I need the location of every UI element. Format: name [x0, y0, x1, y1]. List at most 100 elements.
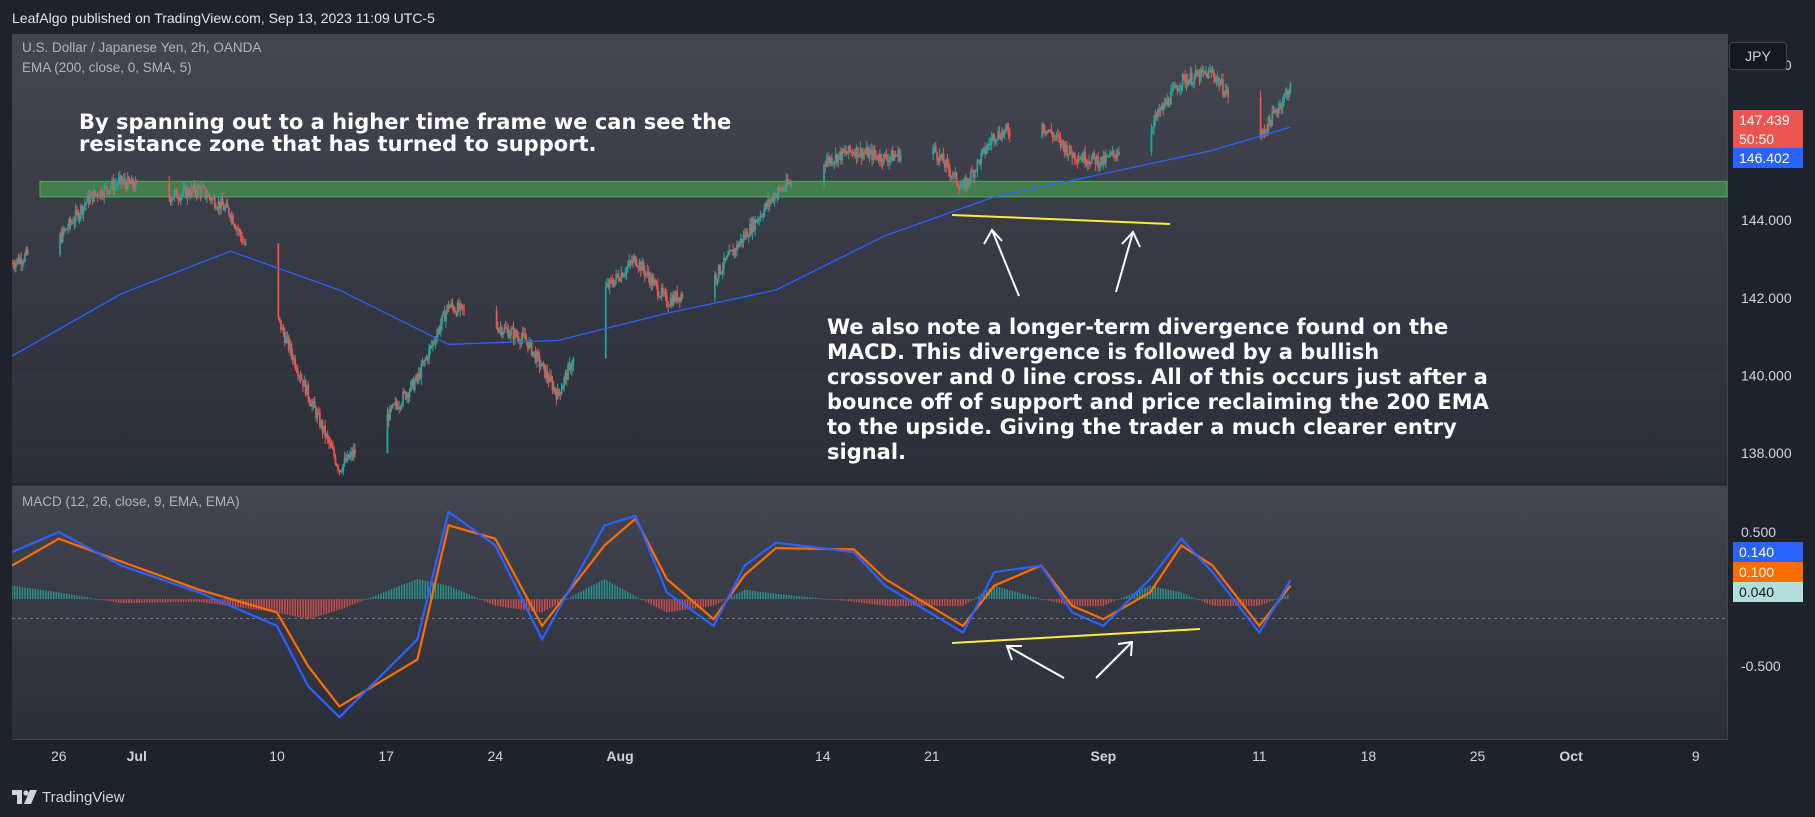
price-candle [77, 211, 80, 220]
macd-histogram-bar [1183, 593, 1185, 600]
time-tick-label: 24 [488, 748, 504, 764]
price-candle [407, 393, 410, 398]
price-candle [85, 202, 87, 205]
macd-histogram-bar [884, 599, 886, 606]
macd-histogram-bar [117, 599, 120, 603]
macd-histogram-bar [1152, 586, 1154, 600]
price-candle [1277, 107, 1280, 114]
symbol-legend[interactable]: U.S. Dollar / Japanese Yen, 2h, OANDA [22, 40, 262, 55]
price-candle [68, 219, 71, 229]
price-candle [500, 327, 503, 335]
time-tick-label: 10 [269, 748, 285, 764]
arrow-macd-left[interactable] [1005, 645, 1065, 679]
price-candle [617, 275, 620, 281]
price-candle [647, 271, 650, 278]
price-candle [94, 190, 97, 195]
price-candle [849, 145, 851, 152]
macd-divergence-trendline[interactable] [951, 628, 1201, 644]
macd-histogram-bar [619, 587, 621, 600]
price-candle [308, 398, 311, 404]
macd-histogram-bar [736, 593, 738, 600]
price-candle [411, 379, 414, 383]
macd-histogram-bar [1001, 587, 1003, 600]
price-candle [113, 184, 116, 191]
price-candle [620, 272, 623, 282]
price-candle [990, 137, 993, 144]
macd-legend[interactable]: MACD (12, 26, close, 9, EMA, EMA) [22, 494, 240, 509]
macd-histogram-bar [868, 599, 871, 604]
price-candle [521, 332, 524, 339]
tradingview-footer[interactable]: TradingView [12, 786, 125, 808]
macd-histogram-bar [421, 580, 424, 600]
macd-histogram-bar [824, 598, 827, 600]
price-candle [651, 276, 654, 286]
macd-histogram-bar [68, 594, 70, 600]
currency-button[interactable]: JPY [1729, 42, 1787, 70]
price-candle [823, 164, 825, 183]
price-candle [1068, 145, 1071, 154]
annotation-line: to the upside. Giving the trader a much … [827, 415, 1457, 439]
arrow-price-left[interactable] [983, 228, 1020, 297]
price-candle [320, 421, 323, 427]
price-candle [523, 332, 525, 336]
macd-histogram-bar [996, 586, 998, 600]
price-candle [242, 241, 245, 243]
price-candle [763, 209, 766, 217]
price-candle [17, 258, 20, 264]
price-candle [92, 190, 95, 202]
macd-histogram-bar [733, 595, 736, 600]
price-candle [341, 471, 343, 473]
price-candle [124, 178, 126, 184]
arrow-macd-right[interactable] [1095, 640, 1134, 679]
price-candle [780, 188, 783, 191]
chart-canvas[interactable]: 148.000146.000144.000142.000140.000138.0… [12, 34, 1803, 790]
macd-histogram-bar [536, 599, 538, 612]
price-candle [959, 187, 962, 190]
price-candle [460, 303, 463, 306]
price-pane-bg [12, 34, 1727, 484]
price-candle [404, 391, 407, 399]
price-candle [758, 219, 760, 221]
price-candle [1097, 156, 1100, 168]
macd-histogram-bar [466, 593, 468, 600]
price-candle [1284, 92, 1287, 95]
price-candle [86, 195, 89, 203]
price-candle [1045, 131, 1048, 134]
price-candle [669, 298, 672, 306]
price-candle [324, 425, 327, 438]
annotation-support-note[interactable]: By spanning out to a higher time frame w… [79, 110, 731, 157]
macd-histogram-bar [699, 599, 702, 608]
price-candle [222, 205, 225, 211]
macd-histogram-bar [546, 599, 548, 610]
price-candle [192, 184, 195, 190]
macd-histogram-bar [1019, 593, 1021, 600]
price-support-trendline[interactable] [951, 214, 1171, 225]
macd-histogram-bar [707, 599, 710, 607]
macd-histogram-bar [931, 599, 933, 606]
macd-histogram-bar [998, 587, 1001, 600]
arrow-price-right[interactable] [1115, 230, 1141, 293]
macd-histogram-bar [1219, 599, 1221, 606]
chart-area[interactable]: 148.000146.000144.000142.000140.000138.0… [12, 34, 1803, 790]
macd-histogram-bar [629, 593, 632, 600]
price-candle [72, 222, 74, 224]
macd-histogram-bar [642, 599, 645, 601]
macd-histogram-bar [920, 599, 923, 606]
annotation-divergence-note[interactable]: We also note a longer-term divergence fo… [827, 315, 1489, 465]
price-candle [416, 375, 419, 380]
macd-histogram-bar [437, 583, 439, 600]
price-candle [1094, 156, 1097, 165]
macd-pane-bg [12, 485, 1727, 740]
price-candle [725, 256, 728, 260]
price-candle [1002, 131, 1005, 135]
ema-legend[interactable]: EMA (200, close, 0, SMA, 5) [22, 60, 192, 75]
macd-histogram-bar [515, 599, 517, 609]
price-candle [60, 234, 63, 242]
price-candle [291, 353, 294, 361]
price-candle [335, 464, 338, 466]
price-candle [607, 283, 610, 288]
macd-histogram-bar [42, 590, 44, 600]
price-candle [299, 375, 302, 379]
price-candle [998, 131, 1001, 138]
price-candle [1153, 120, 1155, 129]
